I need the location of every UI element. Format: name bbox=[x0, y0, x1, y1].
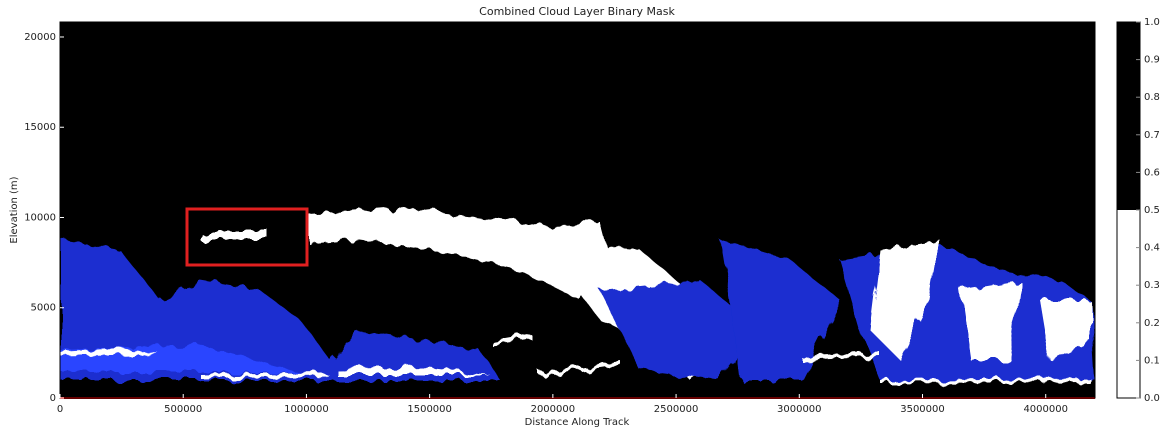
x-tick-label: 500000 bbox=[164, 404, 202, 415]
plot-frame bbox=[59, 21, 1096, 399]
cloud-region bbox=[60, 240, 500, 380]
colorbar-tick-label: 0.9 bbox=[1144, 55, 1160, 66]
x-tick-label: 1000000 bbox=[284, 404, 329, 415]
cloud-region bbox=[720, 240, 840, 380]
y-tick-label: 20000 bbox=[24, 32, 56, 43]
y-tick-label: 15000 bbox=[24, 122, 56, 133]
chart-title: Combined Cloud Layer Binary Mask bbox=[479, 5, 675, 18]
colorbar-low bbox=[1117, 210, 1140, 398]
colorbar-tick-label: 0.3 bbox=[1144, 280, 1160, 291]
x-tick-label: 3000000 bbox=[777, 404, 822, 415]
cloud-region bbox=[310, 208, 610, 300]
y-tick-label: 0 bbox=[50, 393, 56, 404]
x-tick-label: 0 bbox=[57, 404, 63, 415]
y-axis-label: Elevation (m) bbox=[9, 176, 20, 243]
colorbar-high bbox=[1117, 22, 1140, 210]
colorbar-tick-label: 0.2 bbox=[1144, 318, 1160, 329]
x-tick-label: 4000000 bbox=[1023, 404, 1068, 415]
cloud-mask bbox=[60, 208, 1095, 383]
colorbar-tick-label: 0.8 bbox=[1144, 92, 1160, 103]
cloud-region bbox=[600, 280, 760, 380]
x-tick-label: 3500000 bbox=[900, 404, 945, 415]
colorbar-tick-label: 0.1 bbox=[1144, 355, 1160, 366]
x-tick-label: 2000000 bbox=[531, 404, 576, 415]
colorbar-tick-label: 0.7 bbox=[1144, 130, 1160, 141]
colorbar-tick-label: 0.6 bbox=[1144, 167, 1160, 178]
colorbar-tick-label: 0.5 bbox=[1144, 205, 1160, 216]
cloud-region bbox=[870, 240, 1090, 360]
x-tick-label: 1500000 bbox=[407, 404, 452, 415]
colorbar-tick-label: 0.4 bbox=[1144, 243, 1160, 254]
colorbar-tick-label: 0.0 bbox=[1144, 393, 1160, 404]
x-axis-label: Distance Along Track bbox=[525, 417, 630, 428]
colorbar-tick-label: 1.0 bbox=[1144, 17, 1160, 28]
x-tick-label: 2500000 bbox=[654, 404, 699, 415]
y-tick-label: 10000 bbox=[24, 212, 56, 223]
highlight-box bbox=[185, 207, 309, 267]
y-tick-label: 5000 bbox=[31, 303, 56, 314]
